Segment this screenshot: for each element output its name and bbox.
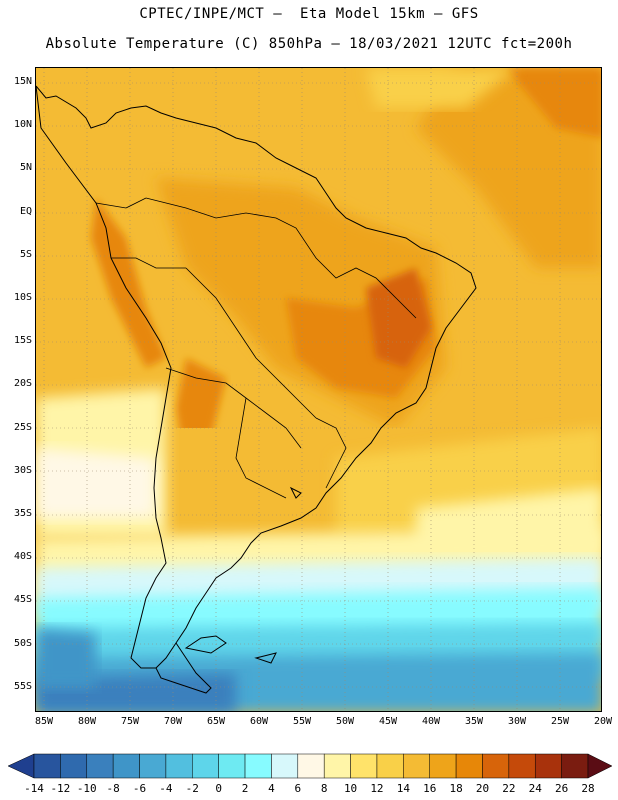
- colorbar-tick-label: -10: [76, 782, 97, 795]
- colorbar-tick-label: -6: [132, 782, 147, 795]
- colorbar-swatch: [86, 753, 114, 779]
- colorbar-high-arrow: [587, 753, 613, 779]
- colorbar-tick-label: 0: [215, 782, 222, 795]
- lat-tick-label: 10N: [13, 119, 32, 131]
- colorbar-swatch: [561, 753, 589, 779]
- colorbar-tick-label: 22: [502, 782, 516, 795]
- graticule: [36, 68, 601, 711]
- colorbar-tick-label: 24: [528, 782, 542, 795]
- colorbar-tick-label: 16: [423, 782, 437, 795]
- colorbar-tick-label: 20: [475, 782, 490, 795]
- lat-tick-label: EQ: [19, 205, 32, 217]
- colorbar-tick-label: 18: [449, 782, 463, 795]
- map-title-line-2: Absolute Temperature (C) 850hPa – 18/03/…: [45, 36, 573, 52]
- colorbar-tick-label: -8: [106, 782, 120, 795]
- lon-tick-label: 40W: [421, 716, 441, 727]
- lat-tick-label: 35S: [13, 508, 32, 519]
- lon-tick-label: 45W: [378, 716, 398, 727]
- colorbar-swatch: [429, 753, 457, 779]
- lat-tick-label: 5N: [19, 162, 32, 174]
- coastline: [36, 85, 477, 694]
- colorbar-swatch: [297, 753, 325, 779]
- colorbar-tick-label: 6: [294, 782, 302, 795]
- colorbar-tick-label: 8: [320, 782, 328, 795]
- lon-tick-label: 60W: [249, 716, 269, 727]
- lat-tick-label: 40S: [13, 551, 32, 563]
- colorbar-swatch: [112, 753, 140, 779]
- colorbar-tick-label: 10: [343, 782, 358, 795]
- colorbar-swatch: [455, 753, 483, 779]
- colorbar-tick-label: 12: [370, 782, 384, 795]
- colorbar-swatch: [33, 753, 61, 779]
- lon-tick-label: 65W: [206, 716, 226, 727]
- lon-tick-label: 50W: [335, 716, 355, 727]
- colorbar-swatch: [192, 753, 219, 779]
- lat-tick-label: 10S: [13, 292, 32, 303]
- lon-tick-label: 85W: [34, 716, 54, 727]
- map-canvas: [36, 68, 601, 711]
- colorbar-swatch: [350, 753, 378, 779]
- colorbar-swatch: [218, 753, 246, 779]
- lon-tick-label: 70W: [163, 716, 183, 727]
- lat-tick-label: 25S: [13, 421, 32, 433]
- colorbar-swatch: [403, 753, 430, 779]
- lon-tick-label: 25W: [550, 716, 570, 727]
- lon-tick-label: 80W: [77, 716, 97, 727]
- colorbar-tick-label: 4: [268, 782, 275, 795]
- colorbar-swatch: [165, 753, 193, 779]
- map-title-line-1: CPTEC/INPE/MCT – Eta Model 15km – GFS: [139, 6, 479, 22]
- lat-tick-label: 15N: [13, 76, 32, 87]
- lon-tick-label: 20W: [593, 716, 613, 727]
- lat-tick-label: 15S: [13, 335, 32, 347]
- colorbar-swatch: [323, 753, 351, 779]
- colorbar-swatch: [534, 753, 562, 779]
- temperature-fill: [36, 68, 601, 711]
- colorbar-low-arrow: [7, 753, 35, 779]
- lat-tick-label: 55S: [13, 680, 32, 692]
- colorbar-swatch: [60, 753, 88, 779]
- colorbar-tick-label: 26: [554, 782, 569, 795]
- lat-tick-label: 50S: [13, 637, 32, 649]
- lat-tick-label: 45S: [13, 594, 32, 606]
- lat-tick-label: 5S: [19, 248, 32, 260]
- colorbar-tick-label: -14: [24, 782, 44, 795]
- colorbar-tick-label: 14: [396, 782, 410, 795]
- lat-tick-label: 20S: [13, 378, 32, 390]
- colorbar-swatch: [244, 753, 272, 779]
- colorbar-swatch: [376, 753, 404, 779]
- colorbar-swatch: [482, 753, 510, 779]
- colorbar-tick-label: -4: [159, 782, 173, 795]
- temperature-colorbar: [7, 753, 613, 779]
- colorbar-tick-label: -2: [185, 782, 199, 795]
- temperature-map: [35, 67, 602, 712]
- lon-tick-label: 75W: [120, 716, 140, 727]
- colorbar-swatch: [271, 753, 299, 779]
- colorbar-tick-label: 28: [581, 782, 595, 795]
- colorbar-swatch: [508, 753, 536, 779]
- colorbar-swatch: [139, 753, 167, 779]
- colorbar-tick-label: -12: [50, 782, 71, 795]
- lon-tick-label: 30W: [507, 716, 527, 727]
- lon-tick-label: 35W: [464, 716, 484, 727]
- lat-tick-label: 30S: [13, 464, 32, 476]
- colorbar-tick-label: 2: [241, 782, 249, 795]
- lon-tick-label: 55W: [292, 716, 312, 727]
